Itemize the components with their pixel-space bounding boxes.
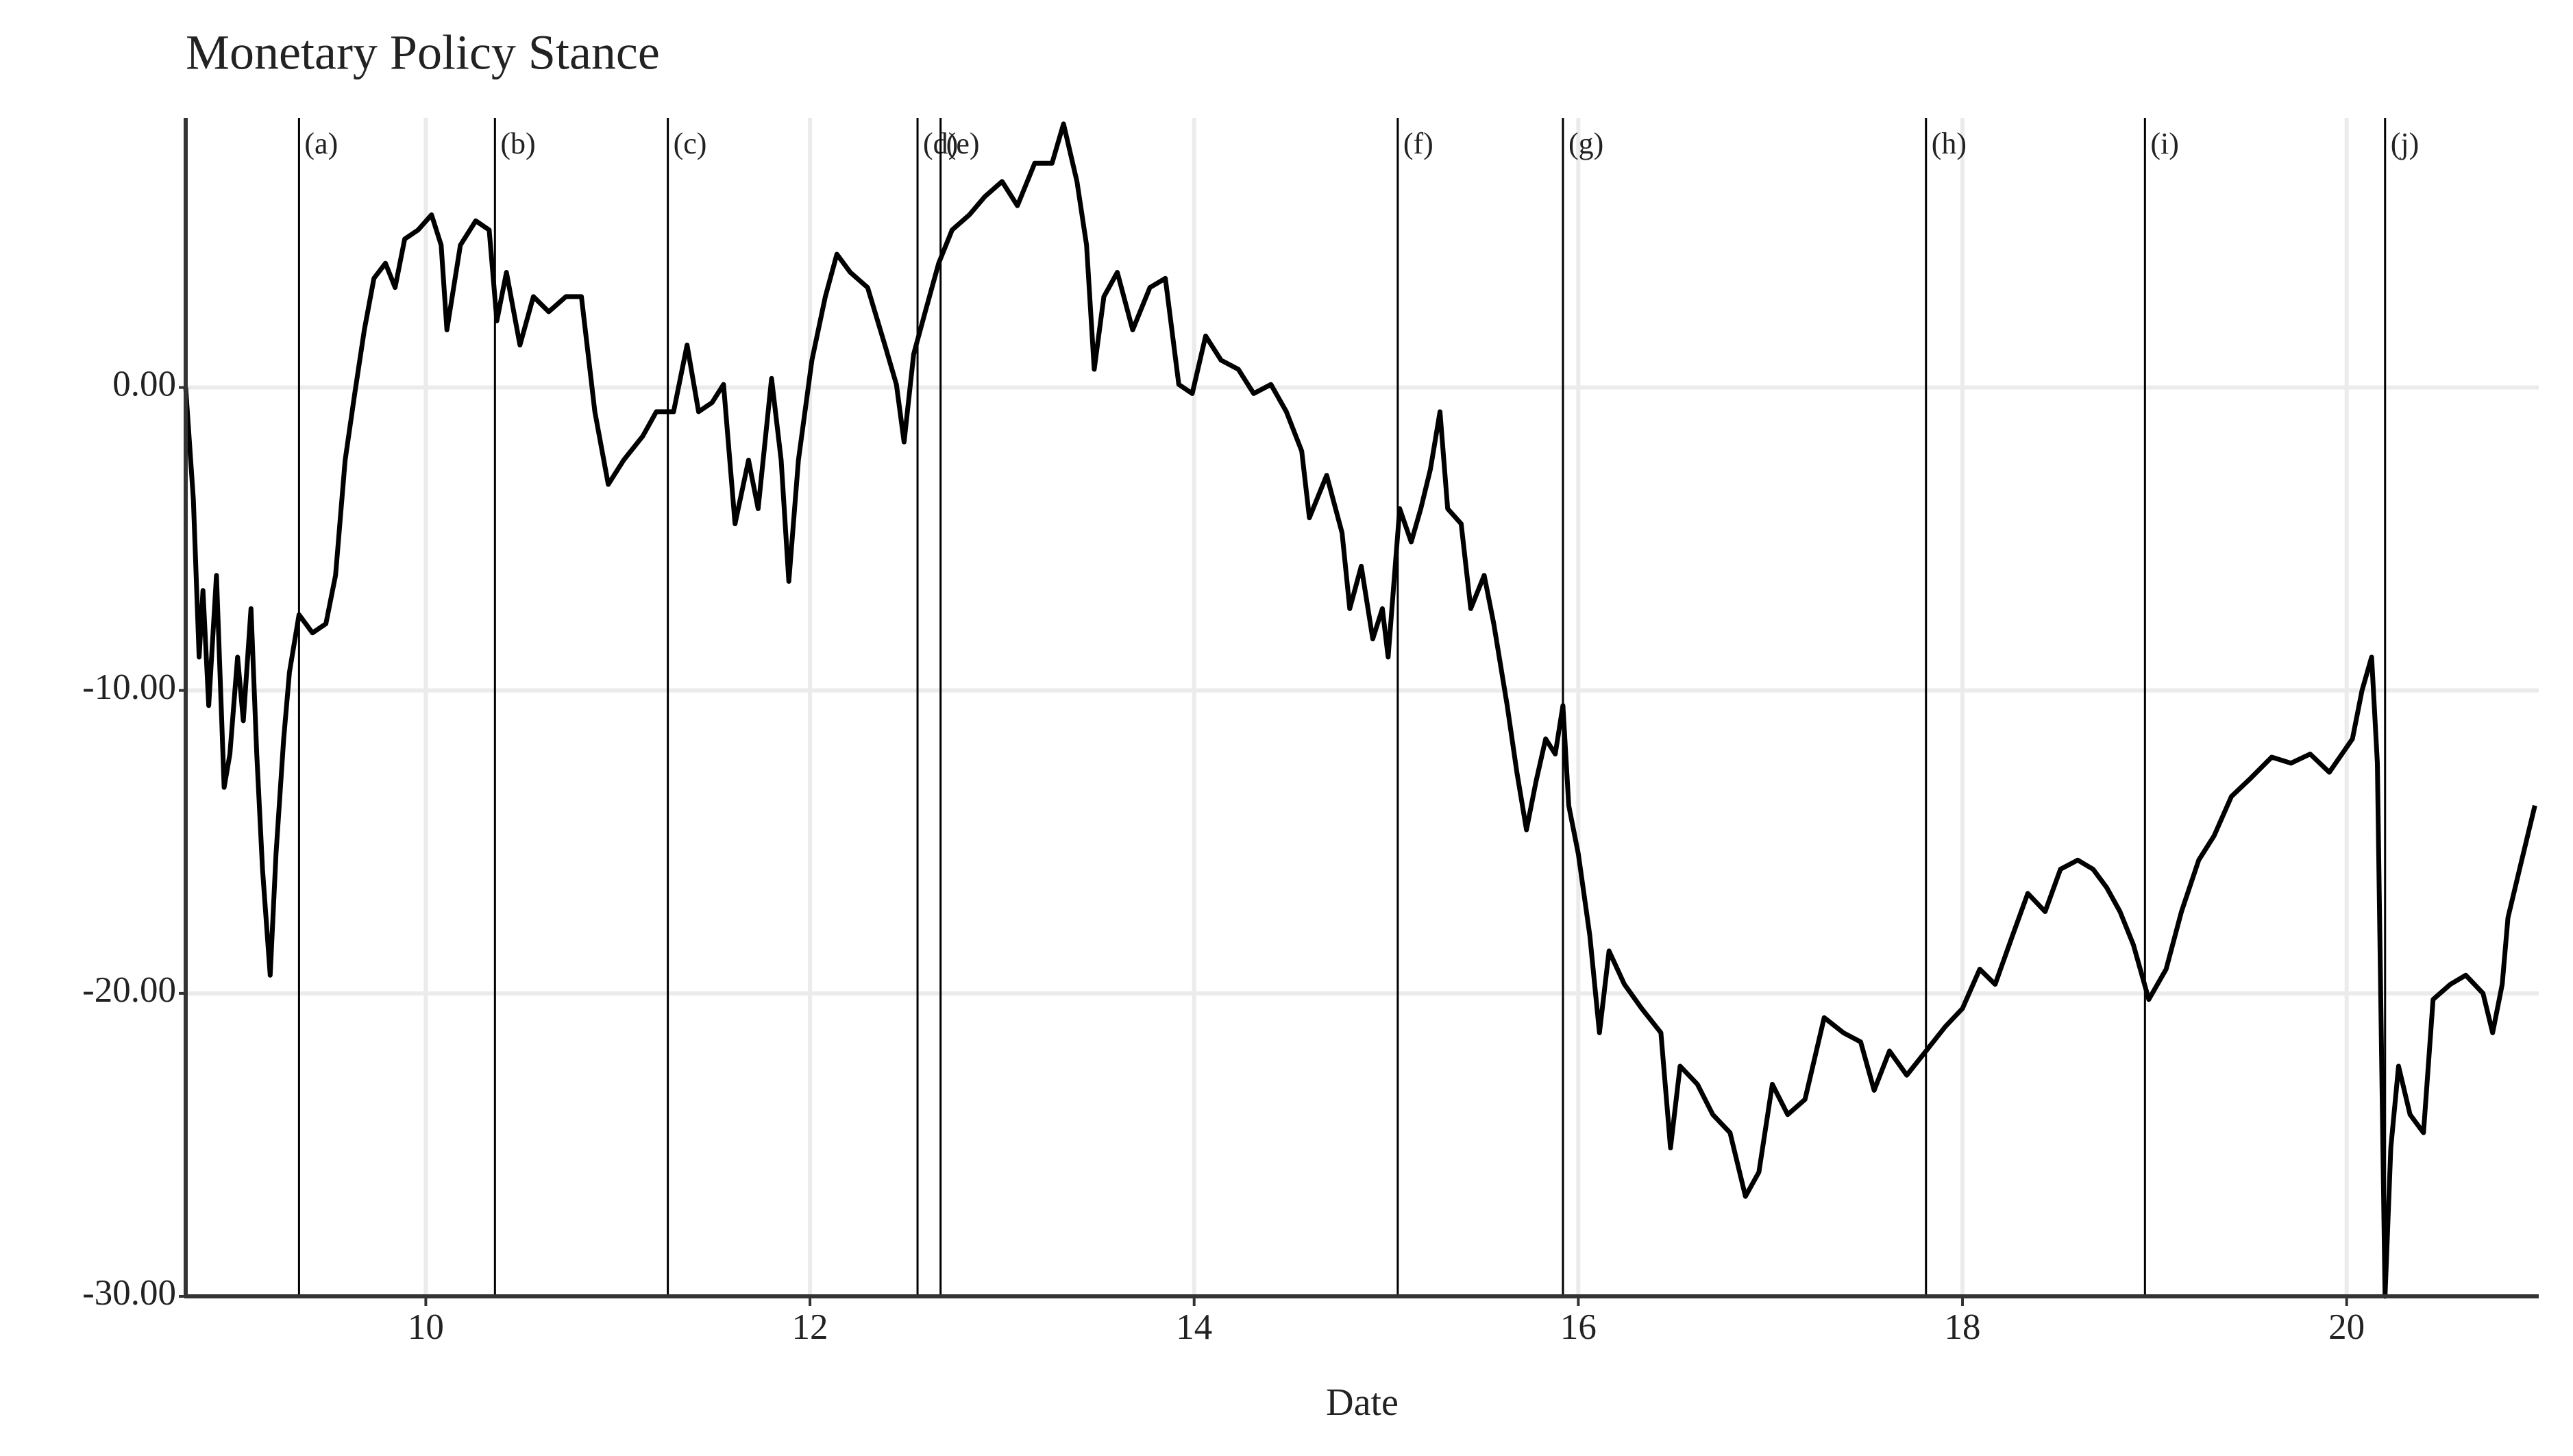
x-axis-label: Date: [1326, 1381, 1399, 1424]
event-label: (b): [500, 127, 535, 160]
data-line: [183, 121, 2537, 1299]
event-label: (j): [2391, 127, 2420, 160]
event-label: (a): [304, 127, 338, 160]
x-tick-label: 16: [1560, 1307, 1597, 1347]
event-label: (g): [1568, 127, 1603, 160]
event-label: (e): [946, 127, 980, 160]
chart-title: Monetary Policy Stance: [186, 25, 660, 80]
x-tick-label: 12: [792, 1307, 828, 1347]
x-tick-label: 10: [408, 1307, 444, 1347]
x-tick-label: 14: [1176, 1307, 1212, 1347]
x-tick-label: 20: [2328, 1307, 2365, 1347]
y-tick-label: 0.00: [112, 365, 176, 404]
event-label: (c): [674, 127, 707, 160]
event-label: (i): [2150, 127, 2179, 160]
event-label: (h): [1932, 127, 1967, 160]
y-tick-label: -30.00: [82, 1273, 176, 1313]
x-tick-label: 18: [1945, 1307, 1981, 1347]
event-label: (f): [1403, 127, 1433, 160]
y-tick-label: -20.00: [82, 970, 176, 1010]
y-tick-label: -10.00: [82, 667, 176, 707]
